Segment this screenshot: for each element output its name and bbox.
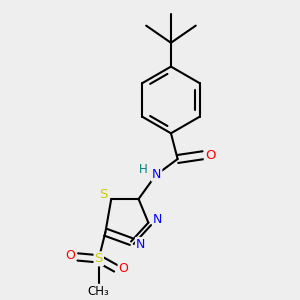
Text: O: O	[205, 149, 215, 162]
Text: S: S	[94, 252, 103, 265]
Text: O: O	[65, 248, 75, 262]
Text: N: N	[136, 238, 145, 251]
Text: H: H	[139, 163, 148, 176]
Text: S: S	[99, 188, 108, 201]
Text: N: N	[152, 168, 161, 181]
Text: CH₃: CH₃	[88, 285, 110, 298]
Text: N: N	[153, 213, 163, 226]
Text: O: O	[118, 262, 128, 275]
